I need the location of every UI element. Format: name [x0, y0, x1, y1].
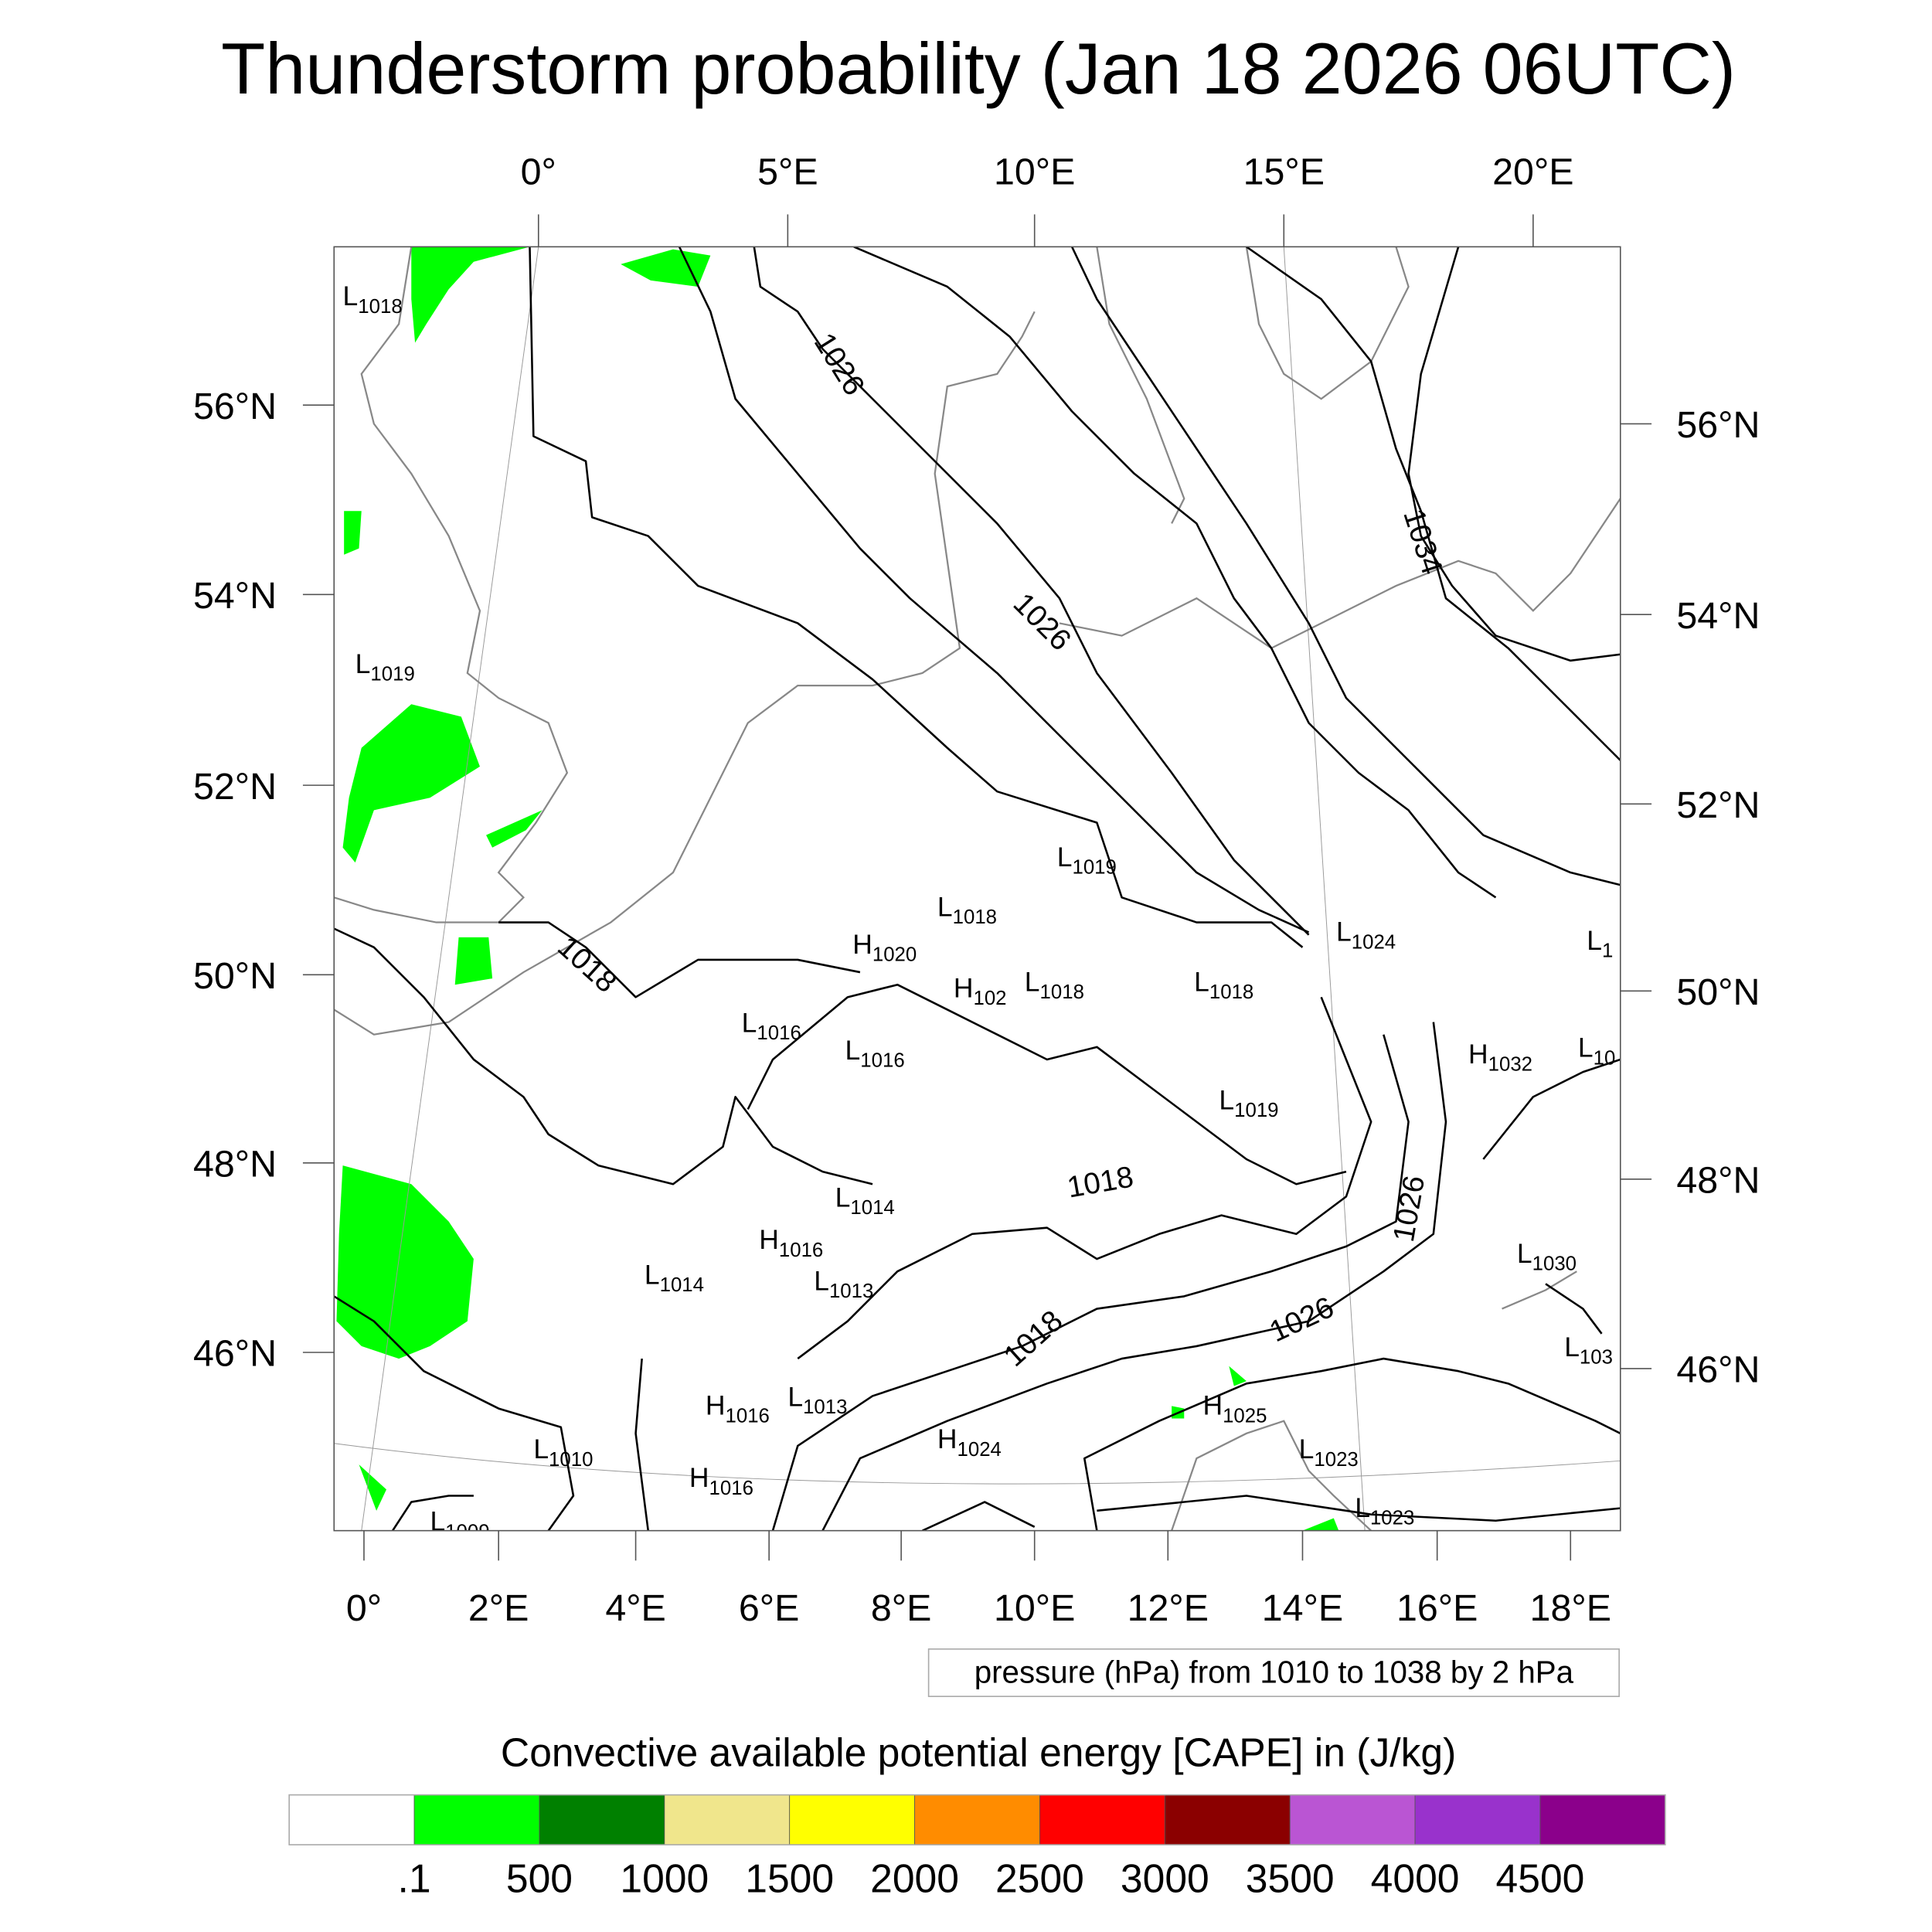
high-pressure-label: H1016 [689, 1462, 753, 1499]
high-pressure-label: H1025 [1202, 1390, 1267, 1427]
colorbar-frame [288, 1794, 1666, 1845]
low-pressure-label: L1019 [1057, 842, 1117, 879]
colorbar-label: 500 [506, 1855, 573, 1900]
colorbar-label: 2000 [870, 1855, 959, 1900]
colorbar-title: Convective available potential energy [C… [501, 1730, 1456, 1774]
low-pressure-label: L1018 [1025, 966, 1084, 1003]
colorbar-swatch [1289, 1794, 1416, 1845]
low-pressure-label: L103 [1564, 1332, 1613, 1369]
top-longitude-label: 15°E [1243, 151, 1325, 193]
isobars [334, 247, 1621, 1531]
left-latitude-label: 52°N [193, 766, 277, 808]
colorbar-label: .1 [398, 1855, 431, 1900]
high-pressure-label: H1020 [852, 929, 917, 966]
high-pressure-label: H1016 [706, 1390, 770, 1427]
low-pressure-label: L1009 [430, 1506, 489, 1543]
low-pressure-label: L1018 [1194, 966, 1253, 1003]
colorbar-label: 3000 [1121, 1855, 1209, 1900]
plot-frame [333, 246, 1621, 1532]
bottom-longitude-label: 16°E [1396, 1587, 1478, 1629]
low-pressure-label: L1016 [845, 1035, 905, 1072]
top-longitude-label: 20°E [1492, 151, 1573, 193]
high-pressure-label: H1016 [759, 1224, 823, 1261]
low-pressure-label: L1016 [742, 1007, 801, 1044]
colorbar-label: 3500 [1246, 1855, 1335, 1900]
low-pressure-label: L1023 [1299, 1434, 1359, 1471]
right-latitude-label: 48°N [1676, 1160, 1760, 1202]
low-pressure-label: L1019 [1219, 1084, 1278, 1121]
low-pressure-label: L1 [1587, 925, 1613, 962]
low-pressure-label: L1023 [1355, 1492, 1414, 1529]
top-longitude-label: 10°E [994, 151, 1075, 193]
bottom-longitude-label: 10°E [994, 1587, 1075, 1629]
bottom-longitude-label: 12°E [1128, 1587, 1209, 1629]
low-pressure-label: L1019 [355, 648, 415, 685]
right-latitude-label: 56°N [1676, 404, 1760, 446]
colorbar-label: 1500 [745, 1855, 834, 1900]
colorbar-swatch [1414, 1794, 1541, 1845]
left-latitude-label: 50°N [193, 955, 277, 997]
right-latitude-label: 52°N [1676, 784, 1760, 826]
colorbar-label: 4500 [1496, 1855, 1585, 1900]
bottom-longitude-label: 18°E [1530, 1587, 1611, 1629]
low-pressure-label: L1024 [1336, 917, 1396, 954]
left-latitude-label: 56°N [193, 386, 277, 427]
right-latitude-label: 54°N [1676, 595, 1760, 637]
graticule [334, 247, 1621, 1531]
pressure-info-box: pressure (hPa) from 1010 to 1038 by 2 hP… [927, 1648, 1620, 1697]
pressure-info-text: pressure (hPa) from 1010 to 1038 by 2 hP… [975, 1654, 1574, 1689]
low-pressure-label: L1030 [1517, 1238, 1577, 1275]
right-latitude-label: 50°N [1676, 971, 1760, 1013]
low-pressure-label: L10 [1578, 1032, 1615, 1070]
right-latitude-label: 46°N [1676, 1349, 1760, 1391]
colorbar-swatch [413, 1794, 540, 1845]
colorbar-swatch [288, 1794, 415, 1845]
bottom-longitude-label: 0° [346, 1587, 382, 1629]
cape-colorbar: .1 500 1000 1500 2000 2500 3000 3500 4000 4500 [288, 1794, 1666, 1900]
low-pressure-label: L1013 [787, 1381, 847, 1418]
low-pressure-label: L1014 [645, 1259, 704, 1296]
low-pressure-label: L1018 [937, 891, 997, 928]
bottom-longitude-label: 14°E [1262, 1587, 1343, 1629]
low-pressure-label: L1018 [343, 281, 403, 318]
colorbar-swatch [1039, 1794, 1165, 1845]
low-pressure-label: L1010 [533, 1434, 593, 1471]
colorbar-label: 2500 [995, 1855, 1084, 1900]
left-latitude-label: 46°N [193, 1333, 277, 1375]
bottom-longitude-label: 6°E [739, 1587, 800, 1629]
colorbar-swatch [1164, 1794, 1291, 1845]
low-pressure-label: L1013 [814, 1265, 873, 1302]
high-pressure-label: H1024 [937, 1423, 1002, 1461]
figure-title: Thunderstorm probability (Jan 18 2026 06… [221, 28, 1736, 109]
coastlines [334, 247, 1621, 1531]
axes: 0° 5°E 10°E 15°E 20°E 0° 2°E 4°E 6°E 8°E 10°E 12°E 1… [193, 151, 1760, 1629]
left-latitude-label: 54°N [193, 575, 277, 617]
colorbar-swatch [914, 1794, 1040, 1845]
colorbar-swatch [789, 1794, 915, 1845]
map-plot-area: L1018 L1019 L1019 L1018 H1020 H102 L1018 L1018 L… [334, 247, 1621, 1543]
pressure-center-labels: L1018 L1019 L1019 L1018 H1020 H102 L1018 L1018 L… [343, 281, 1616, 1543]
low-pressure-label: L1014 [835, 1182, 895, 1219]
colorbar-swatch [1539, 1794, 1666, 1845]
high-pressure-label: H102 [954, 972, 1007, 1009]
top-longitude-label: 0° [521, 151, 556, 193]
bottom-longitude-label: 4°E [605, 1587, 666, 1629]
high-pressure-label: H1032 [1468, 1039, 1532, 1076]
colorbar-swatch [664, 1794, 791, 1845]
top-longitude-label: 5°E [757, 151, 818, 193]
colorbar-swatch [539, 1794, 665, 1845]
left-latitude-label: 48°N [193, 1144, 277, 1185]
bottom-longitude-label: 8°E [871, 1587, 932, 1629]
colorbar-label: 1000 [620, 1855, 709, 1900]
bottom-longitude-label: 2°E [468, 1587, 529, 1629]
colorbar-label: 4000 [1371, 1855, 1460, 1900]
